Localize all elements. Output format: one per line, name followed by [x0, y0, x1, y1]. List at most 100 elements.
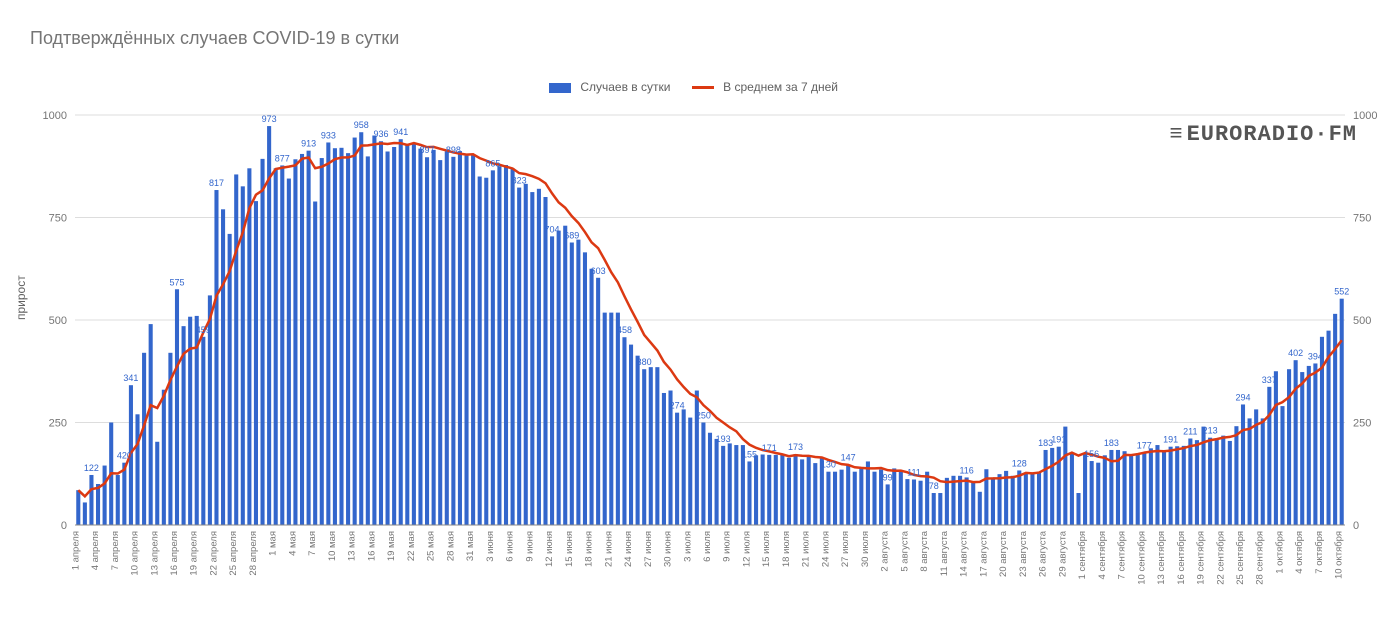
chart-plot: 0250500750100002505007501000122420341575… — [0, 0, 1387, 635]
svg-text:6 июля: 6 июля — [702, 531, 713, 562]
svg-text:7 сентября: 7 сентября — [1117, 531, 1128, 579]
svg-text:20 августа: 20 августа — [998, 530, 1009, 577]
svg-text:17 августа: 17 августа — [978, 530, 989, 577]
svg-text:24 июня: 24 июня — [623, 531, 634, 567]
svg-text:22 мая: 22 мая — [406, 531, 417, 561]
bar-label: 211 — [1183, 426, 1197, 436]
svg-text:21 июня: 21 июня — [603, 531, 614, 567]
svg-text:25 апреля: 25 апреля — [228, 531, 239, 576]
bar-label: 575 — [169, 277, 184, 287]
bar-label: 116 — [959, 465, 973, 475]
bar-label: 130 — [821, 460, 836, 470]
svg-text:27 июня: 27 июня — [643, 531, 654, 567]
svg-text:29 августа: 29 августа — [1057, 530, 1068, 577]
bar-label: 250 — [696, 411, 711, 421]
bar-label: 191 — [1051, 435, 1066, 445]
svg-text:7 апреля: 7 апреля — [110, 531, 121, 570]
svg-text:16 апреля: 16 апреля — [169, 531, 180, 576]
svg-text:3 июня: 3 июня — [485, 531, 496, 562]
svg-text:9 июля: 9 июля — [722, 531, 733, 562]
svg-text:16 сентября: 16 сентября — [1176, 531, 1187, 585]
bar-label: 99 — [883, 472, 893, 482]
svg-text:26 августа: 26 августа — [1038, 530, 1049, 577]
svg-text:4 октября: 4 октября — [1294, 531, 1305, 574]
svg-text:22 апреля: 22 апреля — [208, 531, 219, 576]
svg-text:18 июня: 18 июня — [584, 531, 595, 567]
bar-label: 171 — [762, 443, 777, 453]
bar-label: 958 — [354, 120, 369, 130]
bar-label: 458 — [617, 325, 632, 335]
bar-label: 177 — [1137, 440, 1152, 450]
svg-text:19 апреля: 19 апреля — [189, 531, 200, 576]
bar-label: 933 — [321, 130, 336, 140]
svg-text:30 июля: 30 июля — [860, 531, 871, 567]
svg-text:19 мая: 19 мая — [386, 531, 397, 561]
bar-label: 341 — [123, 373, 138, 383]
bar-label: 898 — [446, 145, 461, 155]
svg-text:25 мая: 25 мая — [426, 531, 437, 561]
svg-text:4 мая: 4 мая — [287, 531, 298, 556]
svg-text:12 июня: 12 июня — [544, 531, 555, 567]
svg-text:28 сентября: 28 сентября — [1255, 531, 1266, 585]
bar-label: 603 — [591, 266, 606, 276]
svg-text:1 апреля: 1 апреля — [70, 531, 81, 570]
svg-text:10 сентября: 10 сентября — [1136, 531, 1147, 585]
svg-text:30 июня: 30 июня — [663, 531, 674, 567]
svg-text:1 мая: 1 мая — [268, 531, 279, 556]
svg-text:0: 0 — [1353, 520, 1359, 532]
bar-label: 337 — [1262, 375, 1277, 385]
svg-text:2 августа: 2 августа — [880, 530, 891, 571]
bar-label: 877 — [275, 153, 290, 163]
bar-label: 183 — [1104, 438, 1119, 448]
svg-text:23 августа: 23 августа — [1018, 530, 1029, 577]
svg-text:7 октября: 7 октября — [1314, 531, 1325, 574]
bar-label: 128 — [1012, 458, 1027, 468]
svg-text:12 июля: 12 июля — [741, 531, 752, 567]
svg-text:1000: 1000 — [1353, 110, 1377, 122]
svg-text:25 сентября: 25 сентября — [1235, 531, 1246, 585]
bar-label: 865 — [485, 158, 500, 168]
bar-label: 78 — [929, 481, 939, 491]
svg-text:31 мая: 31 мая — [465, 531, 476, 561]
svg-text:1 сентября: 1 сентября — [1077, 531, 1088, 579]
svg-text:27 июля: 27 июля — [840, 531, 851, 567]
svg-text:13 апреля: 13 апреля — [149, 531, 160, 576]
bar-label: 941 — [393, 127, 408, 137]
svg-text:18 июля: 18 июля — [781, 531, 792, 567]
svg-text:22 сентября: 22 сентября — [1215, 531, 1226, 585]
bar-label: 122 — [84, 463, 99, 473]
bar-label: 156 — [1084, 449, 1099, 459]
svg-text:500: 500 — [1353, 315, 1371, 327]
svg-text:0: 0 — [61, 520, 67, 532]
bar-label: 274 — [670, 401, 685, 411]
bar-label: 459 — [196, 325, 211, 335]
bar-label: 147 — [841, 453, 856, 463]
svg-text:7 мая: 7 мая — [307, 531, 318, 556]
svg-text:15 июня: 15 июня — [564, 531, 575, 567]
bar-label: 155 — [742, 449, 757, 459]
bar-label: 173 — [788, 442, 803, 452]
svg-text:10 мая: 10 мая — [327, 531, 338, 561]
svg-text:500: 500 — [49, 315, 67, 327]
svg-text:16 мая: 16 мая — [366, 531, 377, 561]
bar-label: 111 — [907, 467, 921, 477]
svg-text:10 апреля: 10 апреля — [130, 531, 141, 576]
svg-text:4 сентября: 4 сентября — [1097, 531, 1108, 579]
svg-text:24 июля: 24 июля — [820, 531, 831, 567]
svg-text:6 июня: 6 июня — [505, 531, 516, 562]
svg-text:750: 750 — [1353, 213, 1371, 225]
svg-text:750: 750 — [49, 213, 67, 225]
svg-text:9 июня: 9 июня — [524, 531, 535, 562]
svg-text:13 мая: 13 мая — [347, 531, 358, 561]
svg-text:5 августа: 5 августа — [899, 530, 910, 571]
bar-label: 823 — [512, 176, 527, 186]
bar-label: 897 — [420, 145, 435, 155]
svg-text:11 августа: 11 августа — [939, 530, 950, 576]
svg-text:4 апреля: 4 апреля — [90, 531, 101, 570]
svg-text:21 июля: 21 июля — [801, 531, 812, 567]
svg-text:28 мая: 28 мая — [445, 531, 456, 561]
svg-text:14 августа: 14 августа — [959, 530, 970, 577]
svg-text:15 июля: 15 июля — [761, 531, 772, 567]
bar-label: 380 — [637, 357, 652, 367]
svg-text:250: 250 — [1353, 418, 1371, 430]
